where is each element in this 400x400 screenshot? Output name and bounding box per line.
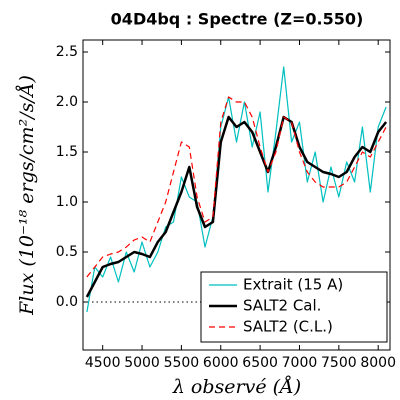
series-line <box>86 66 387 313</box>
x-tick-label: 5500 <box>164 355 200 371</box>
y-tick-label: 2.5 <box>56 44 78 60</box>
y-tick-label: 0.5 <box>56 244 78 260</box>
x-tick-label: 7000 <box>282 355 318 371</box>
y-axis-label: Flux (10⁻¹⁸ ergs/cm²/s/Å) <box>16 75 38 316</box>
y-tick-label: 1.0 <box>56 194 78 210</box>
legend-label: Extrait (15 A) <box>243 276 343 294</box>
x-tick-label: 6000 <box>203 355 239 371</box>
plot-frame <box>82 39 391 351</box>
legend-label: SALT2 (C.L.) <box>243 318 333 336</box>
x-tick-label: 5000 <box>124 355 160 371</box>
x-tick-label: 6500 <box>242 355 278 371</box>
x-axis-label: λ observé (Å) <box>172 376 301 398</box>
x-tick-label: 4500 <box>85 355 121 371</box>
y-tick-label: 2.0 <box>56 94 78 110</box>
x-tick-label: 8000 <box>360 355 396 371</box>
series-line <box>86 96 387 278</box>
legend-label: SALT2 Cal. <box>243 297 321 315</box>
x-tick-label: 7500 <box>321 355 357 371</box>
chart-title: 04D4bq : Spectre (Z=0.550) <box>111 10 364 29</box>
y-tick-label: 1.5 <box>56 144 78 160</box>
series-line <box>85 115 388 298</box>
y-tick-label: 0.0 <box>56 294 78 310</box>
